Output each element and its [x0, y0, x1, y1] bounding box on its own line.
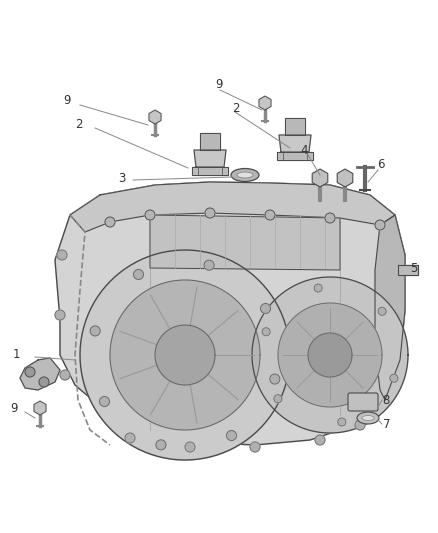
- Ellipse shape: [231, 168, 259, 182]
- Circle shape: [250, 442, 260, 452]
- Polygon shape: [312, 169, 328, 187]
- Polygon shape: [149, 110, 161, 124]
- Circle shape: [39, 377, 49, 387]
- Circle shape: [125, 433, 135, 443]
- Circle shape: [261, 303, 271, 313]
- Polygon shape: [278, 303, 382, 407]
- Polygon shape: [155, 325, 215, 385]
- Circle shape: [338, 418, 346, 426]
- Text: 9: 9: [215, 78, 223, 92]
- Circle shape: [315, 435, 325, 445]
- Text: 7: 7: [382, 417, 390, 431]
- Polygon shape: [20, 358, 60, 390]
- Ellipse shape: [237, 172, 253, 178]
- Circle shape: [105, 217, 115, 227]
- Circle shape: [325, 213, 335, 223]
- Text: 2: 2: [232, 101, 240, 115]
- Circle shape: [270, 374, 280, 384]
- Polygon shape: [252, 277, 408, 433]
- Ellipse shape: [362, 416, 374, 421]
- Polygon shape: [259, 96, 271, 110]
- Polygon shape: [375, 215, 405, 400]
- Polygon shape: [110, 280, 260, 430]
- Polygon shape: [34, 401, 46, 415]
- Circle shape: [185, 442, 195, 452]
- FancyBboxPatch shape: [348, 393, 378, 411]
- Polygon shape: [285, 118, 305, 135]
- Polygon shape: [279, 135, 311, 152]
- Circle shape: [274, 395, 282, 403]
- Text: 3: 3: [118, 172, 125, 184]
- Circle shape: [205, 208, 215, 218]
- Circle shape: [90, 326, 100, 336]
- Circle shape: [355, 420, 365, 430]
- Polygon shape: [200, 133, 220, 150]
- Polygon shape: [150, 215, 340, 270]
- Circle shape: [57, 250, 67, 260]
- Polygon shape: [80, 250, 290, 460]
- Polygon shape: [55, 182, 405, 445]
- Circle shape: [134, 270, 144, 279]
- Text: 6: 6: [378, 158, 385, 172]
- Circle shape: [55, 310, 65, 320]
- Text: 1: 1: [13, 349, 20, 361]
- Circle shape: [156, 440, 166, 450]
- Circle shape: [99, 397, 110, 407]
- Circle shape: [265, 210, 275, 220]
- Text: 5: 5: [410, 262, 417, 274]
- Circle shape: [204, 260, 214, 270]
- Circle shape: [226, 431, 237, 441]
- Circle shape: [145, 210, 155, 220]
- Polygon shape: [337, 169, 353, 187]
- Circle shape: [25, 367, 35, 377]
- Text: 9: 9: [63, 93, 71, 107]
- Text: 2: 2: [75, 118, 82, 132]
- Polygon shape: [70, 182, 395, 232]
- Circle shape: [262, 328, 270, 336]
- Polygon shape: [277, 152, 313, 160]
- Polygon shape: [192, 167, 228, 175]
- Text: 9: 9: [11, 401, 18, 415]
- Ellipse shape: [357, 412, 379, 424]
- Circle shape: [60, 370, 70, 380]
- Circle shape: [314, 284, 322, 292]
- Text: 8: 8: [383, 393, 390, 407]
- Polygon shape: [398, 265, 418, 275]
- Polygon shape: [194, 150, 226, 167]
- Circle shape: [390, 374, 398, 382]
- Text: 4: 4: [300, 143, 307, 157]
- Circle shape: [378, 308, 386, 316]
- Circle shape: [375, 220, 385, 230]
- Polygon shape: [308, 333, 352, 377]
